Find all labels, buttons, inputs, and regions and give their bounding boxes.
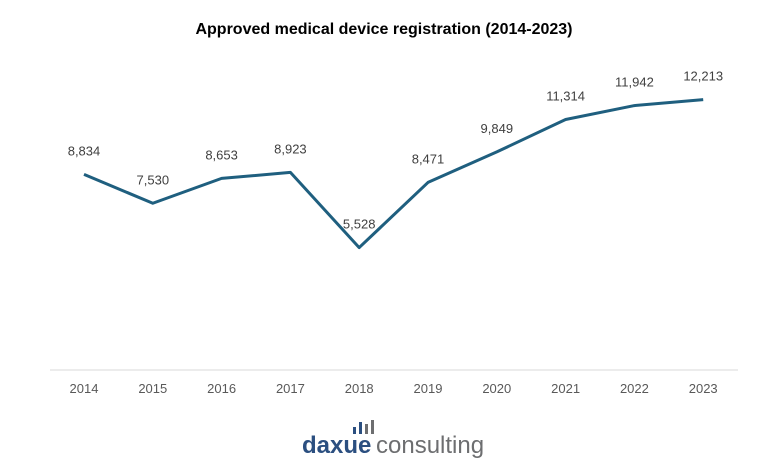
chart-title: Approved medical device registration (20… — [195, 21, 573, 38]
series-line — [83, 98, 704, 250]
data-label: 8,834 — [68, 143, 101, 158]
x-tick-label: 2018 — [345, 381, 374, 396]
x-tick-label: 2023 — [689, 381, 718, 396]
data-label: 12,213 — [683, 69, 723, 84]
svg-text:consulting: consulting — [376, 432, 484, 459]
x-tick-label: 2019 — [414, 381, 443, 396]
data-label: 8,653 — [205, 147, 238, 162]
x-tick-label: 2017 — [276, 381, 305, 396]
data-label: 9,849 — [481, 121, 514, 136]
x-tick-label: 2015 — [138, 381, 167, 396]
data-label: 5,528 — [343, 217, 376, 232]
x-tick-label: 2021 — [551, 381, 580, 396]
data-label: 7,530 — [137, 172, 170, 187]
x-tick-label: 2020 — [482, 381, 511, 396]
x-tick-label: 2014 — [70, 381, 99, 396]
x-tick-label: 2016 — [207, 381, 236, 396]
x-tick-label: 2022 — [620, 381, 649, 396]
data-label: 8,471 — [412, 151, 445, 166]
daxue-consulting-logo: daxue consulting — [302, 420, 484, 459]
data-label: 8,923 — [274, 141, 307, 156]
data-label: 11,314 — [546, 88, 585, 103]
data-label: 11,942 — [615, 75, 654, 90]
svg-text:daxue: daxue — [302, 432, 371, 459]
